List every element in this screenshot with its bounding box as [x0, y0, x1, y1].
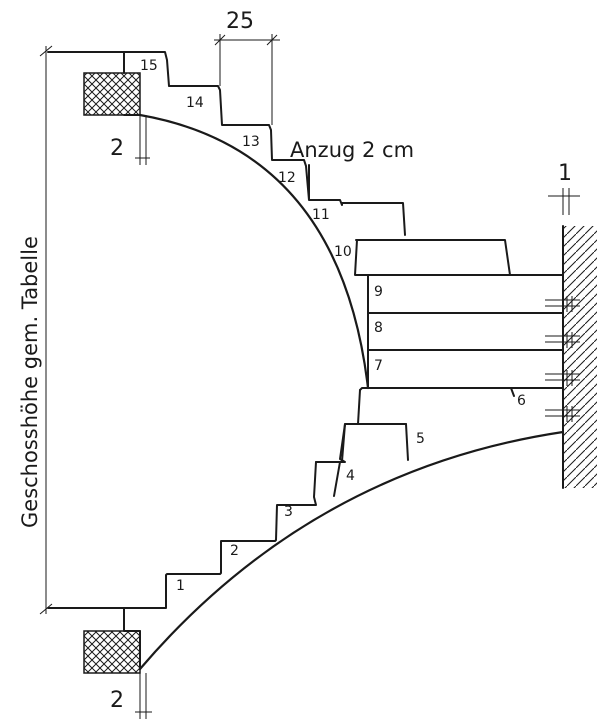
step-number: 10 [334, 244, 352, 260]
step-number: 14 [186, 95, 204, 111]
step-number: 2 [230, 543, 239, 559]
dim-tread-label: 25 [226, 9, 254, 34]
wall-anchors [545, 296, 580, 422]
step-number: 6 [517, 393, 526, 409]
dimension-tread [214, 34, 280, 125]
step-number: 4 [346, 468, 355, 484]
step-number: 15 [140, 58, 158, 74]
dim-top-gap-label: 2 [110, 136, 124, 161]
dimension-bottom-gap [135, 673, 152, 719]
step-number: 7 [374, 358, 383, 374]
upper-stringer-curve [138, 113, 370, 390]
step-number: 9 [374, 284, 383, 300]
anzug-label: Anzug 2 cm [290, 138, 414, 162]
winder-blocks [367, 274, 564, 389]
bottom-landing-slab [83, 630, 141, 674]
step-number: 11 [312, 207, 330, 223]
dimension-wall-gap [548, 188, 580, 215]
wall-hatch [563, 226, 597, 488]
wall [562, 225, 597, 489]
dimension-storey-height [39, 45, 53, 615]
step-number: 13 [242, 134, 260, 150]
top-landing-slab [83, 72, 141, 116]
dim-wall-gap-label: 1 [558, 161, 572, 186]
upper-flight-profile [47, 51, 511, 276]
step-numbers: 1 2 3 4 5 6 7 8 9 10 11 12 13 14 15 [140, 58, 526, 594]
lower-stringer-curve [138, 430, 565, 671]
step-number: 1 [176, 578, 185, 594]
lower-flight-details [315, 389, 407, 497]
lower-flight-profile [47, 387, 515, 670]
dimension-top-gap [135, 115, 150, 165]
step-number: 8 [374, 320, 383, 336]
step-number: 5 [416, 431, 425, 447]
step-number: 3 [284, 504, 293, 520]
dim-bottom-gap-label: 2 [110, 688, 124, 713]
step-number: 12 [278, 170, 296, 186]
storey-height-label: Geschosshöhe gem. Tabelle [18, 236, 42, 528]
